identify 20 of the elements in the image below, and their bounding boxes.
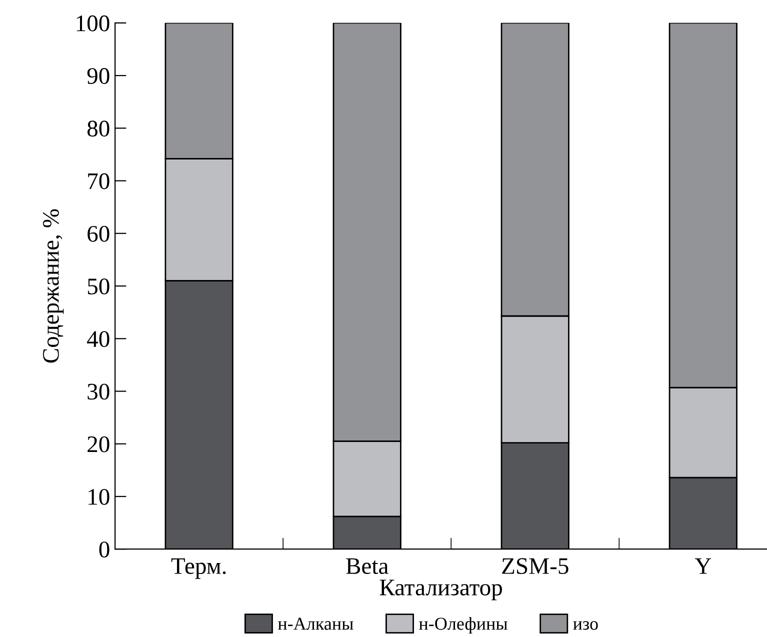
y-tick-label: 30 [88,384,110,400]
x-tick-label: Терм. [171,558,226,579]
x-axis-title: Катализатор [380,580,502,600]
y-tick-label: 20 [88,436,110,452]
y-tick-label: 60 [88,226,110,242]
y-tick-label: 40 [87,331,110,348]
y-tick-label: 0 [99,542,110,558]
legend-label: н-Алканы [278,618,354,630]
x-tick-label: ZSM-5 [502,558,568,574]
y-tick-label: 80 [87,120,110,137]
y-tick-label: 90 [87,68,110,84]
legend-label: изо [573,621,598,630]
x-tick-label: Y [694,558,712,574]
y-tick-label: 10 [88,488,110,505]
legend-label: н-Олефины [419,617,508,634]
y-tick-label: 70 [88,173,110,190]
y-axis-title: Содержание, % [42,209,64,363]
y-tick-label: 100 [76,15,110,32]
y-tick-label: 50 [88,278,110,294]
x-tick-label: Beta [346,558,388,574]
